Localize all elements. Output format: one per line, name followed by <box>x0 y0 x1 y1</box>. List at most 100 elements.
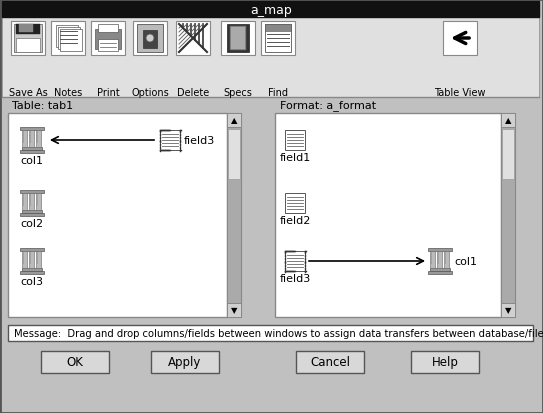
Bar <box>2 18 539 98</box>
Bar <box>231 28 245 50</box>
Text: Delete: Delete <box>177 88 209 98</box>
Bar <box>285 194 305 214</box>
Text: Format: a_format: Format: a_format <box>280 100 376 111</box>
Bar <box>36 194 41 211</box>
Bar <box>22 268 42 271</box>
Bar <box>22 147 42 151</box>
Bar <box>275 114 501 317</box>
Bar <box>22 211 42 214</box>
Bar <box>22 194 27 211</box>
Bar <box>501 114 515 128</box>
Text: field2: field2 <box>279 216 311 225</box>
Bar <box>228 130 240 180</box>
Bar <box>444 252 449 268</box>
Text: ▼: ▼ <box>231 306 237 315</box>
Bar <box>8 114 227 317</box>
Text: col2: col2 <box>21 218 43 228</box>
Bar <box>160 131 180 151</box>
Bar <box>14 25 42 53</box>
Text: col3: col3 <box>21 276 43 286</box>
Text: Cancel: Cancel <box>310 356 350 369</box>
Text: Table View: Table View <box>434 88 486 98</box>
Circle shape <box>146 35 154 43</box>
Text: ▲: ▲ <box>231 116 237 125</box>
Bar <box>430 252 435 268</box>
Bar <box>285 131 305 151</box>
Bar <box>227 114 241 128</box>
Bar <box>176 22 210 56</box>
Bar <box>11 22 45 56</box>
Bar <box>151 351 219 373</box>
Bar <box>501 303 515 317</box>
Bar <box>20 190 44 194</box>
Bar <box>296 351 364 373</box>
Bar <box>20 214 44 216</box>
Text: field3: field3 <box>280 273 311 283</box>
Bar <box>143 31 157 49</box>
Bar <box>221 22 255 56</box>
Bar <box>20 271 44 274</box>
Bar <box>227 303 241 317</box>
Text: field1: field1 <box>280 153 311 163</box>
Bar <box>98 25 118 33</box>
Bar <box>430 268 450 271</box>
Bar <box>16 25 40 35</box>
Bar <box>501 114 515 317</box>
Bar <box>230 27 246 51</box>
Bar <box>56 26 78 48</box>
Text: ▲: ▲ <box>505 116 512 125</box>
Bar <box>437 252 442 268</box>
Bar <box>20 151 44 154</box>
Bar <box>60 30 82 52</box>
Bar <box>22 131 27 147</box>
Bar <box>265 25 291 53</box>
Text: Apply: Apply <box>168 356 201 369</box>
Bar <box>36 252 41 268</box>
Bar <box>411 351 479 373</box>
Bar <box>502 130 514 180</box>
Bar <box>227 114 241 317</box>
Bar <box>261 22 295 56</box>
Text: Specs: Specs <box>224 88 252 98</box>
Text: Table: tab1: Table: tab1 <box>12 101 73 111</box>
Bar <box>227 25 249 53</box>
Text: ▼: ▼ <box>505 306 512 315</box>
Bar <box>58 28 80 50</box>
Bar <box>36 131 41 147</box>
Bar <box>443 22 477 56</box>
Bar <box>265 25 291 32</box>
Bar <box>51 22 85 56</box>
Text: col1: col1 <box>21 156 43 166</box>
Bar <box>428 248 452 252</box>
Bar <box>91 22 125 56</box>
Bar <box>20 248 44 252</box>
Bar <box>95 30 121 50</box>
Text: Save As: Save As <box>9 88 47 98</box>
Bar <box>8 325 533 341</box>
Bar <box>29 194 34 211</box>
Text: a_map: a_map <box>250 3 292 17</box>
Text: col1: col1 <box>454 256 477 266</box>
Text: Options: Options <box>131 88 169 98</box>
Bar <box>29 131 34 147</box>
Bar <box>428 271 452 274</box>
Text: Find: Find <box>268 88 288 98</box>
Bar <box>41 351 109 373</box>
Bar <box>16 39 40 53</box>
Bar <box>2 98 539 114</box>
Bar <box>137 25 163 53</box>
Bar <box>2 2 539 18</box>
Text: Notes: Notes <box>54 88 82 98</box>
Text: Help: Help <box>432 356 458 369</box>
Text: Print: Print <box>97 88 119 98</box>
Bar <box>19 25 33 33</box>
Text: Message:  Drag and drop columns/fields between windows to assign data transfers : Message: Drag and drop columns/fields be… <box>14 328 543 338</box>
Bar <box>29 252 34 268</box>
Text: field3: field3 <box>184 136 215 146</box>
Bar <box>133 22 167 56</box>
Bar <box>98 40 118 52</box>
Bar <box>20 128 44 131</box>
Bar <box>285 252 305 271</box>
Text: OK: OK <box>67 356 84 369</box>
Bar <box>22 252 27 268</box>
